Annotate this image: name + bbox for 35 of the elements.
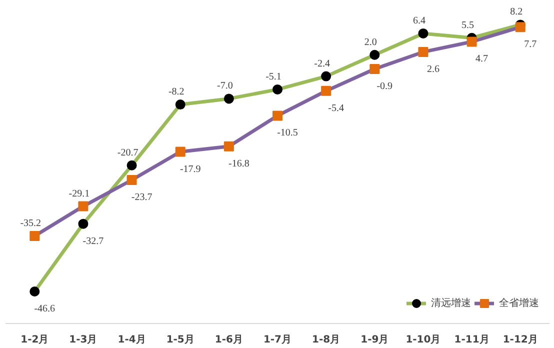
data-label: -2.4 — [314, 58, 330, 70]
data-label: 5.5 — [462, 20, 474, 31]
legend-label: 清远增速 — [431, 296, 471, 310]
x-tick-label: 1-5月 — [166, 334, 194, 346]
x-tick-label: 1-7月 — [263, 334, 292, 346]
data-label: -0.9 — [376, 81, 393, 92]
x-tick-label: 1-8月 — [312, 334, 340, 346]
data-label: -8.2 — [168, 86, 184, 98]
data-label: -16.8 — [228, 158, 250, 170]
data-label: -32.7 — [82, 236, 104, 247]
data-label: 4.7 — [476, 54, 488, 65]
data-label: -5.4 — [328, 102, 344, 114]
data-label: -23.7 — [131, 192, 152, 204]
data-label: -29.1 — [68, 188, 90, 200]
data-label: -7.0 — [217, 80, 233, 92]
data-label: 2.6 — [426, 64, 440, 75]
data-label: 2.0 — [364, 36, 377, 48]
data-label: -46.6 — [34, 303, 56, 314]
data-label: -5.1 — [266, 71, 282, 82]
x-tick-label: 1-3月 — [69, 334, 98, 346]
data-label: -35.2 — [20, 218, 42, 229]
x-tick-label: 1-2月 — [20, 334, 49, 346]
data-label: 8.2 — [510, 6, 523, 18]
x-tick-label: 1-6月 — [214, 334, 243, 346]
data-label: -20.7 — [117, 147, 138, 158]
legend-label: 全省增速 — [499, 296, 539, 310]
x-tick-label: 1-4月 — [118, 334, 146, 346]
x-tick-label: 1-12月 — [502, 334, 538, 346]
data-label: -17.9 — [180, 164, 201, 175]
x-tick-label: 1-10月 — [406, 334, 441, 346]
data-label: 7.7 — [524, 39, 537, 50]
data-label: 6.4 — [412, 15, 426, 26]
x-tick-label: 1-9月 — [360, 334, 389, 346]
data-label: -10.5 — [277, 128, 298, 139]
x-tick-label: 1-11月 — [454, 334, 490, 346]
